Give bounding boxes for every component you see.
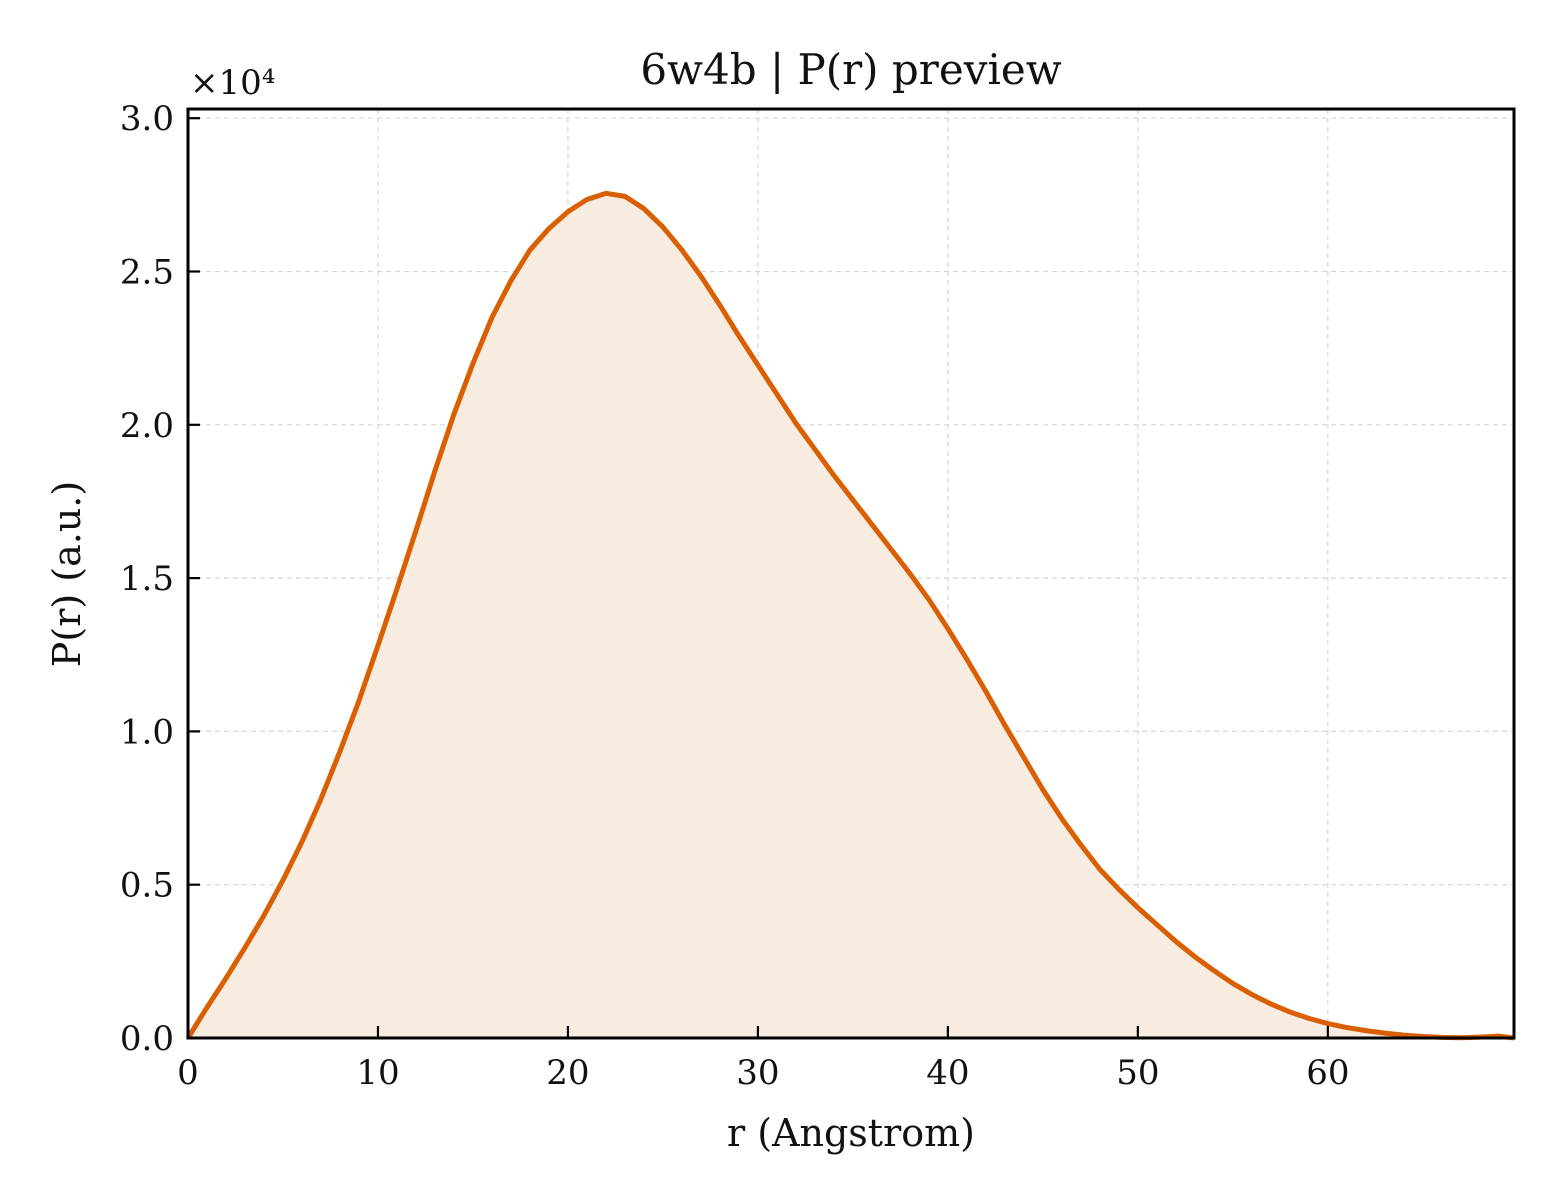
y-axis: 0.0 0.5 1.0 1.5 2.0 2.5 3.0 [120,99,200,1059]
x-tick-label: 60 [1306,1053,1349,1093]
y-tick-label: 2.5 [120,252,174,292]
y-tick-label: 0.5 [120,866,174,906]
y-tick-label: 3.0 [120,99,174,139]
y-tick-label: 1.5 [120,559,174,599]
y-tick-label: 0.0 [120,1019,174,1059]
x-tick-label: 40 [926,1053,969,1093]
x-tick-label: 10 [356,1053,399,1093]
x-axis: 0 10 20 30 40 50 60 [177,1026,1349,1093]
series-line [185,190,1515,1041]
x-tick-label: 20 [546,1053,589,1093]
x-tick-label: 50 [1116,1053,1159,1093]
x-axis-title: r (Angstrom) [727,1111,975,1155]
y-scale-label: ×10⁴ [190,63,275,103]
y-tick-label: 2.0 [120,406,174,446]
chart-title: 6w4b | P(r) preview [640,45,1061,94]
y-axis-title: P(r) (a.u.) [45,481,89,667]
plot-frame [186,107,1516,1040]
x-tick-label: 0 [177,1053,199,1093]
x-tick-label: 30 [736,1053,779,1093]
series-area-fill [188,193,1514,1038]
y-tick-label: 1.0 [120,712,174,752]
